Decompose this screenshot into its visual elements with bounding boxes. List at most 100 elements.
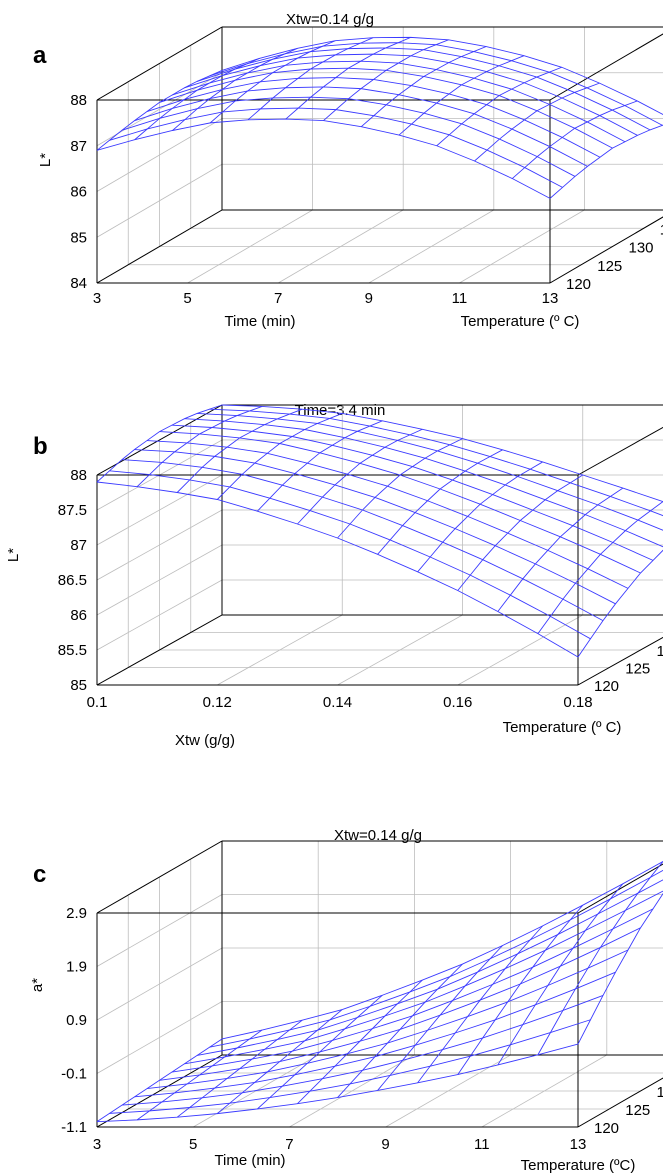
surface-mesh-line bbox=[209, 869, 663, 1048]
panel-a: Xtw=0.14 g/g a L* Time (min) Temperature… bbox=[33, 11, 663, 330]
surface-mesh-line bbox=[337, 963, 463, 1098]
box-edge bbox=[577, 426, 663, 476]
x-tick-label: 5 bbox=[183, 290, 191, 307]
surface-mesh-line bbox=[323, 39, 449, 121]
surface-mesh-line bbox=[176, 408, 303, 493]
y-tick-label: 125 bbox=[597, 258, 622, 275]
panel-c-xlabel: Time (min) bbox=[214, 1152, 285, 1169]
box-edge bbox=[577, 1077, 663, 1128]
x-tick-label: 0.12 bbox=[203, 694, 232, 711]
panel-b: Time=3.4 min b L* Xtw (g/g) Temperature … bbox=[5, 402, 663, 749]
surface-mesh-line bbox=[121, 459, 604, 621]
surface-mesh-line bbox=[176, 1019, 303, 1118]
box-edge bbox=[96, 614, 223, 686]
surface-mesh-line bbox=[497, 883, 624, 1066]
panel-b-zlabel: L* bbox=[5, 548, 22, 562]
box-edge bbox=[577, 636, 663, 686]
surface-mesh-line bbox=[537, 861, 663, 1055]
surface-mesh-line bbox=[216, 412, 343, 500]
panel-a-plot: 357911131201251301351408485868788 bbox=[70, 26, 663, 307]
surface-mesh-line bbox=[436, 66, 562, 147]
z-tick-label: 87 bbox=[70, 537, 87, 554]
z-tick-label: 86 bbox=[70, 607, 87, 624]
surface-mesh-line bbox=[360, 46, 487, 128]
x-tick-label: 7 bbox=[285, 1136, 293, 1153]
y-tick-label: 125 bbox=[625, 1102, 650, 1119]
surface-mesh-line bbox=[377, 945, 503, 1091]
x-tick-label: 13 bbox=[570, 1136, 587, 1153]
surface-mesh-line bbox=[457, 474, 583, 591]
surface-mesh-line bbox=[109, 107, 563, 188]
z-tick-label: 87.5 bbox=[58, 502, 87, 519]
z-tick-label: 85 bbox=[70, 229, 87, 246]
z-tick-label: 86 bbox=[70, 184, 87, 201]
surface-mesh-line bbox=[417, 925, 544, 1084]
surface-mesh-line bbox=[537, 501, 663, 634]
z-tick-label: 2.9 bbox=[66, 905, 87, 922]
box-edge bbox=[96, 26, 223, 101]
panel-c: Xtw=0.14 g/g c a* Time (min) Temperature… bbox=[29, 827, 663, 1174]
x-tick-label: 7 bbox=[274, 290, 282, 307]
x-tick-label: 3 bbox=[93, 290, 101, 307]
surface-mesh-line bbox=[172, 47, 298, 131]
y-tick-label: 125 bbox=[625, 661, 650, 678]
surface-mesh-line bbox=[196, 47, 651, 131]
left-wall-grid-line bbox=[96, 509, 223, 581]
surface-mesh-line bbox=[171, 424, 654, 561]
panel-c-title: Xtw=0.14 g/g bbox=[334, 827, 422, 844]
panel-b-letter: b bbox=[33, 433, 48, 460]
surface-mesh-line bbox=[577, 549, 663, 658]
x-tick-label: 3 bbox=[93, 1136, 101, 1153]
surface-mesh-line bbox=[109, 470, 591, 640]
panel-c-plot: 35791113120125130135140-1.1-0.10.91.92.9 bbox=[61, 840, 663, 1153]
y-tick-label: 130 bbox=[657, 1084, 663, 1101]
surface-mesh-line bbox=[96, 481, 579, 658]
x-tick-label: 13 bbox=[542, 290, 559, 307]
left-wall-grid-line bbox=[96, 894, 223, 967]
y-tick-label: 120 bbox=[594, 1120, 619, 1137]
z-tick-label: 84 bbox=[70, 275, 87, 292]
x-tick-label: 0.16 bbox=[443, 694, 472, 711]
surface-mesh-line bbox=[209, 40, 336, 124]
panel-b-title: Time=3.4 min bbox=[295, 402, 386, 419]
z-tick-label: 86.5 bbox=[58, 572, 87, 589]
box-edge bbox=[577, 863, 663, 914]
x-tick-label: 0.14 bbox=[323, 694, 352, 711]
x-tick-label: 9 bbox=[381, 1136, 389, 1153]
surface-mesh-line bbox=[297, 428, 423, 525]
box-edge bbox=[549, 216, 663, 284]
surface-mesh-line bbox=[96, 118, 551, 199]
surface-mesh-line bbox=[96, 1038, 223, 1123]
surface-mesh-line bbox=[297, 979, 423, 1104]
panel-b-ylabel: Temperature (º C) bbox=[503, 719, 622, 736]
panel-b-plot: 0.10.120.140.160.181201251301351408585.5… bbox=[58, 404, 663, 711]
x-tick-label: 0.18 bbox=[563, 694, 592, 711]
surface-mesh-line bbox=[209, 408, 663, 517]
x-tick-label: 0.1 bbox=[87, 694, 108, 711]
left-wall-grid-line bbox=[96, 118, 223, 192]
surface-mesh-line bbox=[136, 1029, 263, 1121]
x-tick-label: 11 bbox=[452, 290, 468, 307]
z-tick-label: 85 bbox=[70, 677, 87, 694]
surface-mesh-line bbox=[146, 440, 629, 589]
surface-mesh-line bbox=[417, 461, 543, 573]
panel-a-letter: a bbox=[33, 42, 47, 69]
z-tick-label: 87 bbox=[70, 138, 87, 155]
z-tick-label: 1.9 bbox=[66, 959, 87, 976]
y-tick-label: 120 bbox=[566, 276, 591, 293]
surface-mesh-line bbox=[221, 404, 663, 503]
z-tick-label: -0.1 bbox=[61, 1066, 87, 1083]
z-tick-label: 88 bbox=[70, 92, 87, 109]
panel-c-zlabel: a* bbox=[29, 978, 46, 992]
surface-mesh-line bbox=[511, 100, 638, 179]
surface-mesh-line bbox=[549, 124, 663, 199]
surface-mesh-line bbox=[146, 949, 629, 1090]
box-edge bbox=[549, 33, 663, 101]
z-tick-label: 0.9 bbox=[66, 1012, 87, 1029]
left-wall-grid-line bbox=[96, 474, 223, 546]
surface-mesh-line bbox=[96, 404, 223, 483]
panel-b-xlabel: Xtw (g/g) bbox=[175, 732, 235, 749]
surface-mesh-line bbox=[134, 57, 260, 140]
surface-mesh-line bbox=[159, 431, 641, 574]
